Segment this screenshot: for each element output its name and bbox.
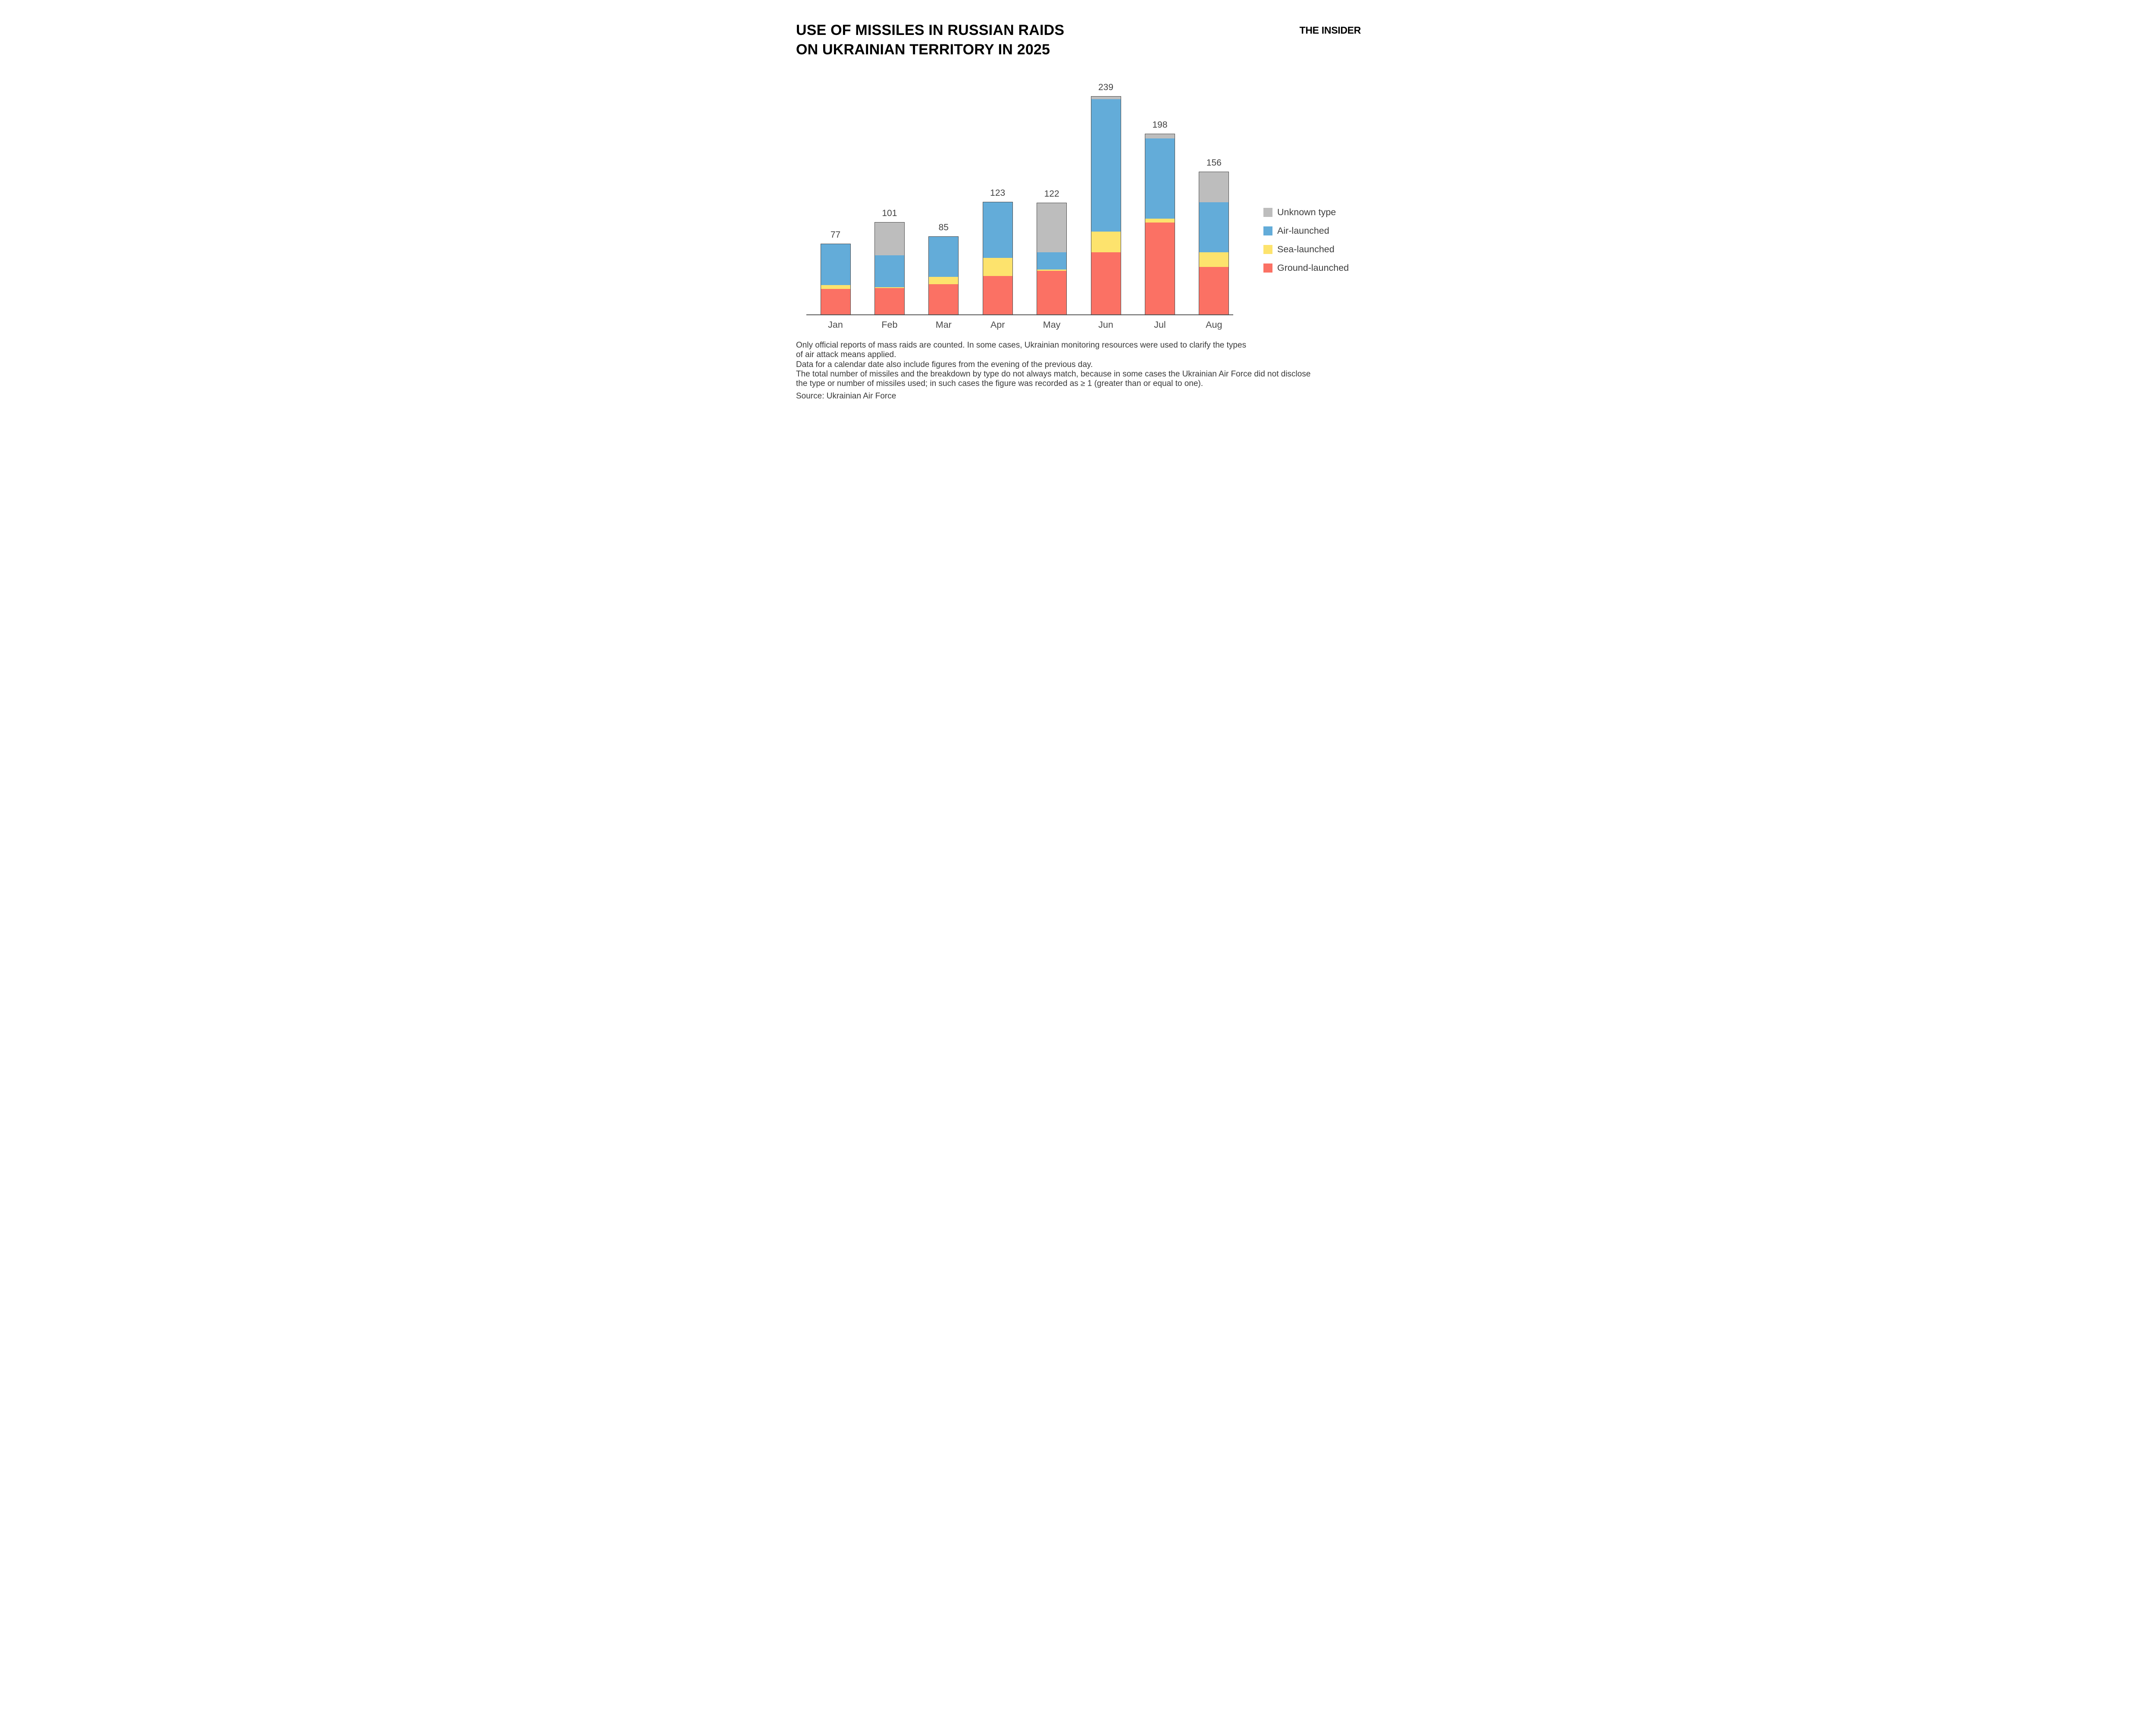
segment-sea-launched — [1145, 219, 1175, 223]
segment-ground-launched — [929, 284, 959, 314]
page-title: USE OF MISSILES IN RUSSIAN RAIDS ON UKRA… — [796, 21, 1064, 60]
bar-aug — [1199, 172, 1229, 315]
bar-total-label: 77 — [830, 230, 841, 240]
bar-jul — [1144, 133, 1175, 315]
segment-air-launched — [1199, 202, 1229, 253]
footnote-line: of air attack means applied. — [796, 350, 896, 360]
segment-unknown-type — [874, 222, 904, 255]
segment-sea-launched — [874, 287, 904, 288]
legend-swatch-icon — [1263, 263, 1272, 273]
bar-total-label: 122 — [1044, 189, 1059, 199]
segment-unknown-type — [1091, 97, 1121, 100]
segment-air-launched — [983, 202, 1012, 258]
x-tick-label-aug: Aug — [1206, 320, 1222, 330]
segment-ground-launched — [1199, 267, 1229, 314]
legend-swatch-icon — [1263, 207, 1272, 217]
segment-air-launched — [1145, 138, 1175, 219]
x-tick-label-feb: Feb — [881, 320, 898, 330]
legend-label: Air-launched — [1277, 225, 1329, 236]
segment-unknown-type — [1037, 203, 1067, 253]
segment-ground-launched — [983, 276, 1012, 314]
segment-sea-launched — [983, 258, 1012, 276]
footnote-line: The total number of missiles and the bre… — [796, 369, 1311, 379]
segment-unknown-type — [1145, 134, 1175, 139]
segment-unknown-type — [1199, 172, 1229, 203]
bar-total-label: 198 — [1152, 119, 1168, 130]
page-title-line2: ON UKRAINIAN TERRITORY IN 2025 — [796, 41, 1050, 58]
chart-legend: Unknown type Air-launched Sea-launched Grou… — [1263, 207, 1349, 273]
x-tick-label-jul: Jul — [1154, 320, 1166, 330]
footnote-block: Only official reports of mass raids are … — [796, 341, 1310, 389]
x-tick-label-jun: Jun — [1098, 320, 1113, 330]
legend-swatch-icon — [1263, 226, 1272, 235]
segment-air-launched — [821, 244, 850, 285]
legend-item-sea-launched: Sea-launched — [1263, 244, 1349, 255]
bar-total-label: 156 — [1206, 158, 1222, 168]
bar-apr — [982, 202, 1013, 315]
x-tick-label-jan: Jan — [828, 320, 843, 330]
legend-label: Sea-launched — [1277, 244, 1335, 254]
bar-total-label: 239 — [1098, 82, 1114, 93]
segment-sea-launched — [1091, 231, 1121, 253]
segment-ground-launched — [874, 288, 904, 314]
legend-item-unknown-type: Unknown type — [1263, 207, 1349, 218]
legend-label: Unknown type — [1277, 207, 1336, 217]
segment-air-launched — [874, 255, 904, 287]
source-note: Source: Ukrainian Air Force — [796, 392, 896, 401]
x-tick-label-mar: Mar — [935, 320, 952, 330]
x-tick-label-apr: Apr — [990, 320, 1005, 330]
segment-air-launched — [1037, 252, 1067, 270]
the-insider-logo: THE INSIDER — [1299, 25, 1361, 36]
bar-total-label: 101 — [882, 208, 897, 218]
chart-plot-area: 77 101 85 123 122 239 198 156 — [755, 0, 1401, 315]
bar-total-label: 123 — [990, 188, 1006, 198]
infographic-canvas: USE OF MISSILES IN RUSSIAN RAIDS ON UKRA… — [755, 0, 1401, 431]
legend-item-ground-launched: Ground-launched — [1263, 262, 1349, 273]
bar-may — [1037, 203, 1067, 315]
footnote-line: the type or number of missiles used; in … — [796, 379, 1203, 389]
legend-item-air-launched: Air-launched — [1263, 225, 1349, 236]
segment-ground-launched — [821, 289, 850, 314]
legend-swatch-icon — [1263, 245, 1272, 254]
segment-air-launched — [1091, 99, 1121, 232]
footnote-line: Only official reports of mass raids are … — [796, 341, 1247, 350]
segment-sea-launched — [929, 277, 959, 285]
footnote-line: Data for a calendar date also include fi… — [796, 360, 1093, 369]
segment-ground-launched — [1091, 252, 1121, 314]
page-title-line1: USE OF MISSILES IN RUSSIAN RAIDS — [796, 22, 1065, 38]
segment-ground-launched — [1145, 222, 1175, 314]
x-tick-label-may: May — [1043, 320, 1061, 330]
segment-ground-launched — [1037, 270, 1067, 314]
bar-jan — [820, 244, 851, 315]
bar-mar — [928, 236, 959, 315]
segment-sea-launched — [1199, 252, 1229, 267]
segment-sea-launched — [821, 285, 850, 289]
x-axis-line — [806, 314, 1233, 315]
bar-feb — [874, 222, 905, 315]
legend-label: Ground-launched — [1277, 262, 1349, 273]
bar-total-label: 85 — [938, 223, 949, 233]
segment-air-launched — [929, 237, 959, 277]
bar-jun — [1091, 96, 1121, 315]
